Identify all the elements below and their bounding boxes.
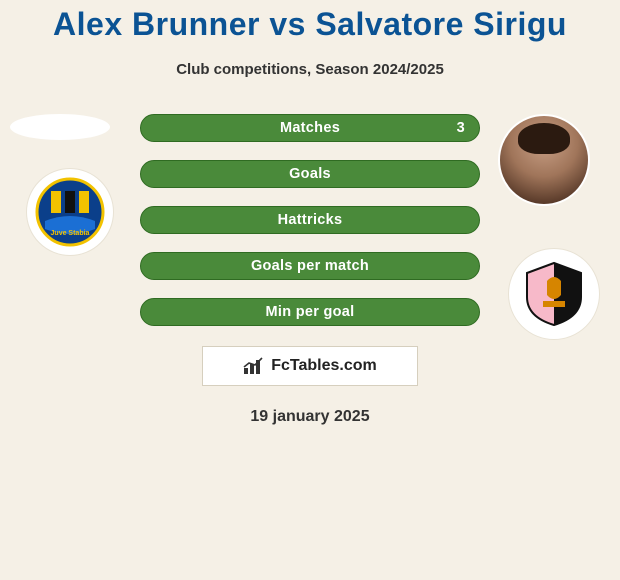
juve-stabia-crest-icon: Juve Stabia	[35, 177, 105, 247]
stat-label: Hattricks	[278, 212, 343, 228]
left-player-avatar	[10, 114, 110, 140]
stat-row-goals: Goals	[140, 160, 480, 188]
stats-list: Matches 3 Goals Hattricks Goals per matc…	[140, 114, 480, 326]
palermo-crest-icon	[519, 259, 589, 329]
date-label: 19 january 2025	[0, 408, 620, 426]
left-club-badge: Juve Stabia	[26, 168, 114, 256]
comparison-area: Juve Stabia Matches 3 Goals Hattricks Go…	[0, 114, 620, 426]
brand-badge: FcTables.com	[202, 346, 418, 386]
svg-text:Juve Stabia: Juve Stabia	[51, 230, 90, 237]
subtitle: Club competitions, Season 2024/2025	[0, 61, 620, 78]
right-player-avatar	[498, 114, 590, 206]
bar-chart-icon	[243, 357, 265, 375]
stat-row-min-per-goal: Min per goal	[140, 298, 480, 326]
brand-text: FcTables.com	[271, 357, 377, 375]
right-club-badge	[508, 248, 600, 340]
stat-row-hattricks: Hattricks	[140, 206, 480, 234]
stat-row-goals-per-match: Goals per match	[140, 252, 480, 280]
stat-label: Goals per match	[251, 258, 369, 274]
stat-right-value: 3	[457, 120, 465, 136]
page-title: Alex Brunner vs Salvatore Sirigu	[0, 0, 620, 43]
stat-label: Goals	[289, 166, 331, 182]
stat-row-matches: Matches 3	[140, 114, 480, 142]
stat-label: Matches	[280, 120, 340, 136]
stat-label: Min per goal	[266, 304, 355, 320]
